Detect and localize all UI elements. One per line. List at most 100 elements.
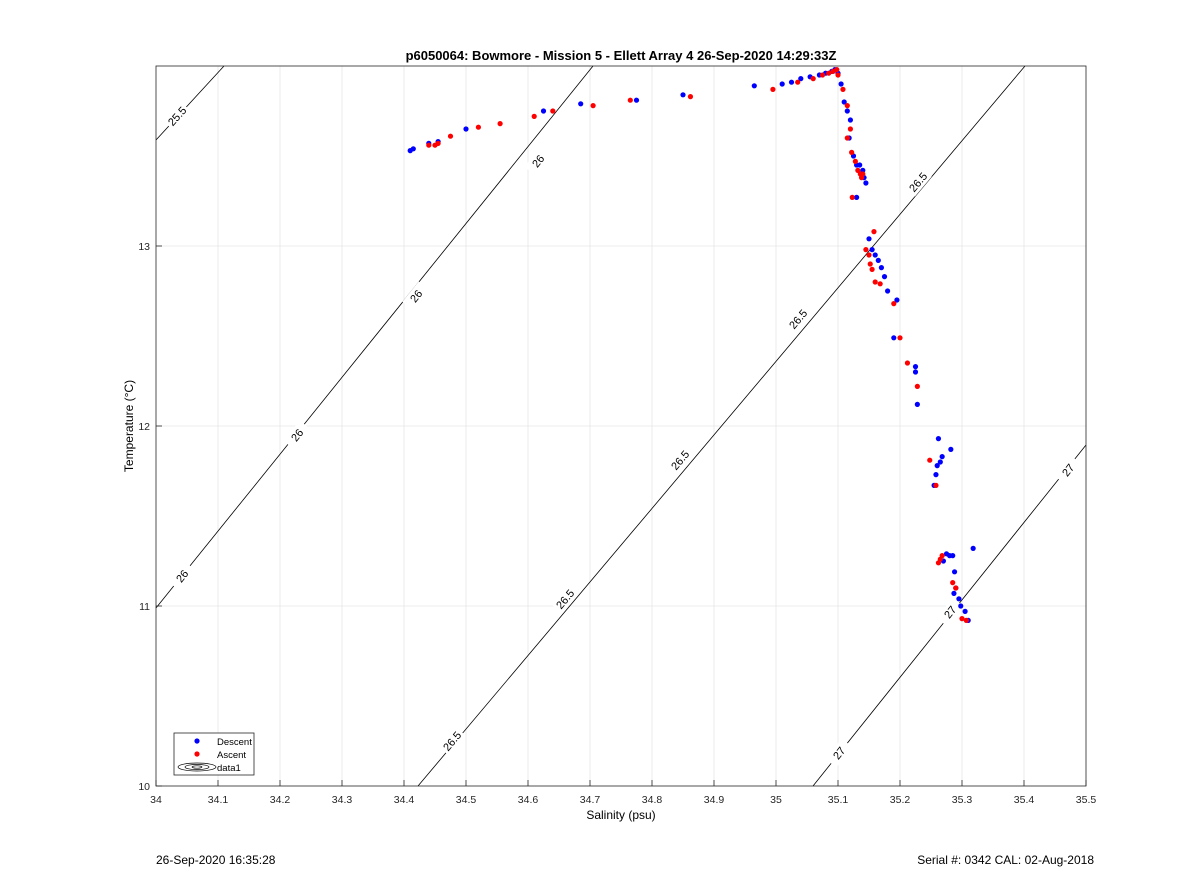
ascent-point [687,94,694,100]
isopycnal-label-bg [936,597,964,627]
ascent-point [904,360,911,366]
legend-descent-marker [194,738,200,744]
ascent-point [914,383,920,389]
isopycnal-label: 27 [1060,462,1077,479]
x-tick-label: 34 [150,794,162,806]
x-axis-label: Salinity (psu) [586,808,655,822]
isopycnal-label-bg [784,304,812,334]
ascent-point [866,252,872,258]
ascent-point [819,72,826,78]
isopycnal-label-bg [402,281,430,311]
ascent-point [627,97,633,103]
isopycnal-label-bg [163,101,191,131]
ascent-point [497,121,503,127]
ascent-point [927,457,933,463]
legend-data1-label: data1 [217,763,241,774]
ascent-point [447,133,454,139]
ascent-point [869,266,875,272]
descent-point [970,545,976,552]
descent-point [633,97,640,103]
descent-point [844,108,850,114]
descent-point [948,446,954,452]
ascent-point [550,108,556,114]
descent-point [463,126,469,132]
ascent-point [933,482,939,488]
footer-timestamp: 26-Sep-2020 16:35:28 [156,853,276,867]
ascent-point [950,580,956,586]
ascent-point [847,126,854,132]
descent-point [914,401,920,407]
x-tick-label: 34.3 [332,794,353,806]
descent-point [939,454,945,460]
y-tick-label: 12 [138,421,150,433]
x-tick-label: 34.2 [270,794,291,806]
descent-point [958,603,964,609]
descent-point [937,459,943,465]
x-tick-label: 35.3 [952,794,973,806]
ascent-point [867,261,873,267]
ascent-point [590,103,596,109]
ascent-point [891,301,897,307]
ascent-point [953,585,959,591]
isopycnal-label-bg [1054,455,1082,485]
descent-point [410,146,416,152]
isopycnal-label-bg [904,167,932,197]
x-tick-label: 34.5 [456,794,477,806]
isopycnal-label: 26 [289,427,306,444]
x-tick-label: 34.9 [704,794,725,806]
ascent-point [897,335,903,341]
ascent-point [835,72,841,78]
descent-point [956,596,962,602]
ascent-point [844,135,850,141]
descent-point [891,335,897,341]
descent-point [951,590,957,597]
descent-point [798,76,804,82]
y-tick-label: 11 [139,601,150,613]
descent-point [962,608,968,615]
descent-point [935,436,942,442]
descent-point [838,81,844,87]
ascent-point [770,86,776,92]
isopycnal-label: 27 [831,745,848,762]
descent-point [863,180,869,186]
isopycnal-label-bg [825,738,853,768]
ascent-point [826,70,832,76]
descent-point [885,288,891,294]
descent-point [788,79,795,85]
descent-point [866,236,872,242]
y-tick-label: 13 [138,241,150,253]
data-points [407,67,976,624]
descent-point [680,92,686,98]
isopycnal-label-bg [283,420,311,450]
ascent-point [963,617,969,624]
footer-serial-cal: Serial #: 0342 CAL: 02-Aug-2018 [917,853,1094,867]
ascent-point [935,560,942,566]
x-tick-label: 35 [770,794,782,806]
legend-box [173,732,255,776]
isopycnal-label-bg [168,561,196,591]
isopycnal-label: 26 [174,568,191,585]
ascent-point [872,279,878,285]
ascent-point [810,76,816,82]
x-tick-label: 34.6 [518,794,539,806]
descent-point [578,101,584,107]
x-tick-label: 34.8 [642,794,663,806]
descent-point [934,463,940,469]
x-tick-label: 34.1 [208,794,229,806]
legend-descent-label: Descent [217,737,252,748]
isopycnal-label-bg [551,584,579,614]
isopycnal-label: 27 [942,604,959,621]
legend: Descent Ascent data1 [173,732,255,776]
descent-point [854,194,860,200]
ascent-point [531,113,537,119]
ascent-point [877,281,883,287]
ascent-point [475,124,481,130]
descent-point [881,274,888,280]
x-axis-ticks: 34 34.1 34.2 34.3 34.4 34.5 34.6 34.7 34.8 34.9 35… [150,780,1096,806]
isopycnal-label-bg [666,445,694,475]
ascent-point [844,103,850,109]
ascent-point [959,616,965,622]
y-tick-label: 10 [138,781,150,793]
x-tick-label: 34.4 [394,794,415,806]
